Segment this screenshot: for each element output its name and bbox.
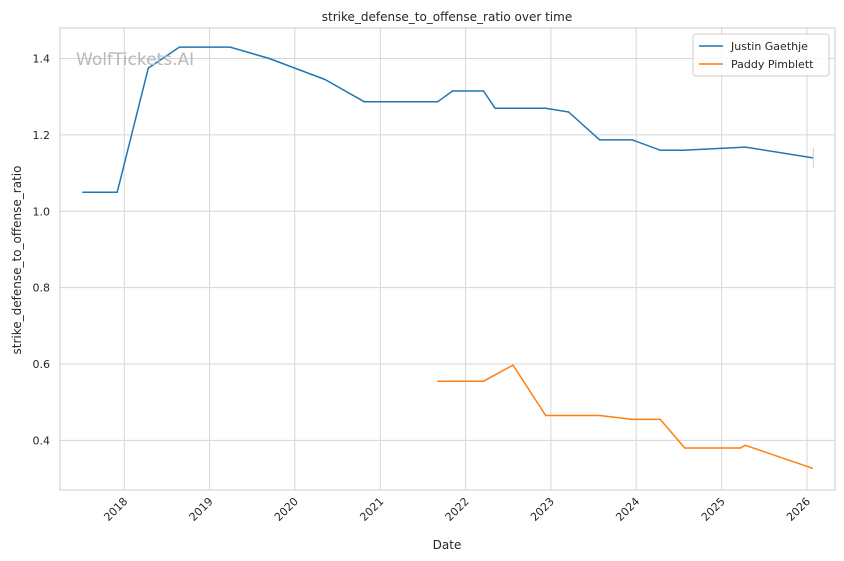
series-point xyxy=(229,46,231,48)
series-point xyxy=(147,67,150,69)
series-point xyxy=(363,100,365,103)
series-point xyxy=(82,191,84,193)
series-point xyxy=(437,100,439,103)
watermark-text: WolfTickets.AI xyxy=(76,50,194,70)
series-point xyxy=(494,107,496,109)
series-point xyxy=(544,107,547,109)
series-layer xyxy=(82,46,814,469)
series-point xyxy=(682,149,684,151)
series-point xyxy=(811,467,814,469)
series-point xyxy=(482,90,485,92)
series-point xyxy=(268,57,271,60)
grid xyxy=(60,28,835,490)
legend-box xyxy=(692,33,830,77)
y-tick-label: 0.4 xyxy=(33,434,51,447)
series-point xyxy=(567,111,570,113)
series-point xyxy=(512,364,514,366)
y-tick-label: 1.2 xyxy=(33,129,51,142)
series-point xyxy=(116,191,118,193)
series-point xyxy=(451,90,454,92)
y-tick-label: 1.4 xyxy=(33,53,51,66)
series-point xyxy=(659,149,661,151)
series-point xyxy=(178,46,181,48)
series-point xyxy=(324,78,326,81)
legend: Justin Gaethje Paddy Pimblett xyxy=(692,33,830,77)
y-axis-label: strike_defense_to_offense_ratio xyxy=(10,166,24,355)
series-point xyxy=(811,157,814,159)
series-point xyxy=(544,414,547,417)
series-point xyxy=(659,418,661,421)
chart-title: strike_defense_to_offense_ratio over tim… xyxy=(322,10,572,24)
series-point xyxy=(684,447,686,449)
y-tick-label: 1.0 xyxy=(33,205,51,218)
y-tick-label: 0.8 xyxy=(33,282,51,295)
series-point xyxy=(437,380,439,382)
series-point xyxy=(598,414,601,417)
plot-frame xyxy=(59,27,836,491)
series-line-0 xyxy=(82,46,813,193)
series-point xyxy=(631,139,634,141)
series-point xyxy=(631,418,634,421)
series-point xyxy=(482,380,485,382)
series-point xyxy=(598,139,601,141)
y-tick-label: 0.6 xyxy=(33,358,51,371)
series-point xyxy=(739,447,742,449)
legend-label: Justin Gaethje xyxy=(730,40,808,53)
series-point xyxy=(744,444,747,447)
legend-label: Paddy Pimblett xyxy=(731,58,814,71)
x-axis-label: Date xyxy=(433,538,462,552)
series-point xyxy=(744,146,747,148)
